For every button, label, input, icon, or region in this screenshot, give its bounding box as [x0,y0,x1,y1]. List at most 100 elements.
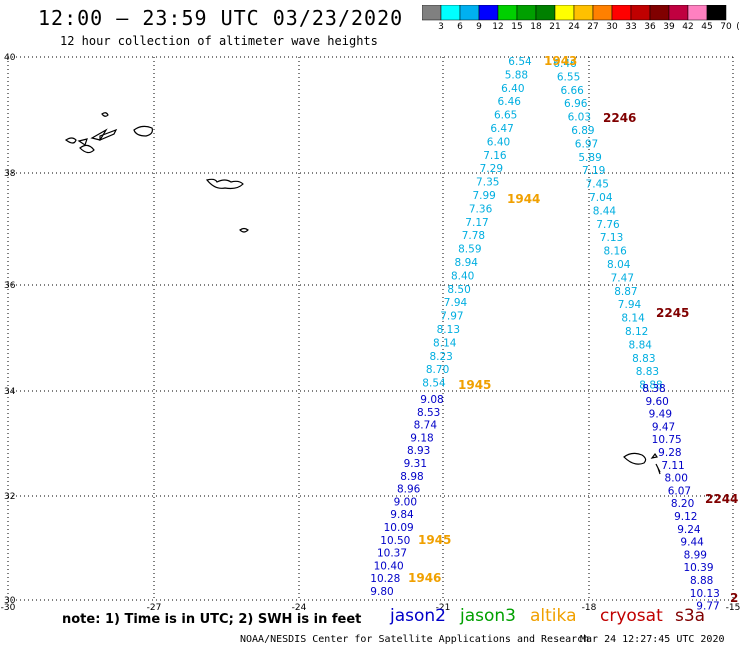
island-desertas [655,463,661,475]
wave-height-value: 6.54 [508,56,532,68]
longitude-labels: -30 -27 -24 -21 -18 -15 [1,603,740,613]
wave-height-value: 8.00 [665,473,688,485]
track-time-labels: 1943 1944 1945 1945 1946 2246 2245 2244 2 [408,54,738,605]
satellite-legend-item: s3a [675,606,706,626]
altimeter-tracks: 6.545.886.406.466.656.476.407.167.297.35… [370,56,720,613]
island-corvo [77,138,88,146]
wave-height-value: 7.17 [465,217,488,229]
wave-height-value: 10.28 [370,573,400,585]
island-porto-santo [650,452,658,459]
colorbar-label: 45 [701,22,713,32]
wave-height-value: 5.88 [505,69,528,81]
wave-height-value: 9.84 [390,509,414,521]
wave-height-value: 9.12 [674,511,697,523]
wave-height-value: 7.94 [444,297,468,309]
wave-height-value: 9.44 [680,537,704,549]
wave-height-value: 6.46 [553,58,577,70]
wave-height-value: 10.75 [652,434,682,446]
wave-height-value: 7.99 [472,190,495,202]
latitude-label: 30 [4,596,16,606]
wave-height-value: 6.89 [571,125,594,137]
wave-height-value: 8.83 [632,353,655,365]
island-santa-maria [239,227,249,233]
island-sao-jorge [99,128,118,141]
wave-height-value: 6.65 [494,110,517,122]
wave-height-value: 7.45 [586,179,609,191]
colorbar-label: (ft) [736,22,740,32]
track-time-label: 1943 [544,54,577,68]
longitude-label: -27 [147,603,162,613]
longitude-label: -15 [726,603,740,613]
colorbar-label: 30 [606,22,618,32]
wave-height-value: 8.99 [684,549,707,561]
wave-height-value: 8.53 [417,407,440,419]
wave-height-value: 9.49 [649,409,672,421]
wave-height-value: 8.16 [603,246,627,258]
colorbar-label: 39 [663,22,675,32]
wave-height-colorbar [422,5,727,21]
wave-height-value: 10.37 [377,548,407,560]
island-sao-miguel [205,178,244,190]
wave-height-value: 7.47 [611,272,634,284]
colorbar-label: 42 [682,22,694,32]
colorbar-label: 15 [511,22,523,32]
wave-height-value: 8.93 [407,445,430,457]
satellite-legend-item: jason2 [390,606,446,626]
colorbar-label: 3 [438,22,444,32]
wave-height-value: 9.77 [696,601,719,613]
track-time-label: 2 [730,591,738,605]
latitude-label: 36 [4,281,16,291]
wave-height-value: 8.14 [621,313,645,325]
latitude-labels: 40 38 36 34 32 30 [4,53,16,606]
wave-height-value: 8.88 [690,575,713,587]
colorbar-label: 33 [625,22,637,32]
wave-height-value: 7.76 [596,219,620,231]
wave-height-value: 7.35 [476,177,499,189]
island-terceira [133,125,153,137]
colorbar-label: 21 [549,22,561,32]
wave-height-value: 8.59 [458,244,481,256]
wave-height-value: 9.00 [394,496,417,508]
track-time-label: 2246 [603,111,636,125]
wave-height-value: 6.55 [557,71,580,83]
island-flores [64,137,77,144]
wave-height-value: 8.98 [400,471,423,483]
wave-height-value: 6.40 [487,136,510,148]
wave-height-value: 5.89 [578,152,601,164]
wave-height-value: 7.13 [600,232,623,244]
wave-height-value: 9.60 [645,396,668,408]
map-subtitle: 12 hour collection of altimeter wave hei… [60,34,378,48]
latitude-label: 40 [4,53,16,63]
wave-height-value: 6.96 [564,98,588,110]
wave-height-value: 8.40 [451,270,474,282]
wave-height-value: 9.47 [652,421,675,433]
colorbar-label: 24 [568,22,580,32]
colorbar-label: 9 [476,22,482,32]
wave-height-value: 7.29 [480,163,503,175]
wave-height-value: 10.09 [384,522,414,534]
wave-height-value: 9.24 [677,524,701,536]
colorbar-label: 27 [587,22,599,32]
track-time-label: 1945 [418,533,451,547]
island-faial [79,144,95,154]
longitude-label: -18 [582,603,597,613]
wave-height-value: 8.04 [607,259,631,271]
track-time-label: 2245 [656,306,689,320]
colorbar-label: 36 [644,22,656,32]
colorbar-label: 6 [457,22,463,32]
wave-height-value: 10.13 [690,588,720,600]
wave-height-value: 8.44 [593,205,617,217]
wave-height-value: 9.08 [420,394,443,406]
wave-height-value: 8.94 [455,257,479,269]
wave-height-value: 8.38 [642,383,665,395]
wave-height-value: 6.66 [560,85,584,97]
wave-height-value: 10.39 [683,562,713,574]
island-madeira [623,452,647,465]
track-time-label: 1946 [408,571,441,585]
island-graciosa [101,112,109,117]
wave-height-value: 7.04 [589,192,613,204]
wave-height-value: 6.97 [575,138,598,150]
wave-height-value: 9.31 [404,458,427,470]
wave-height-value: 6.47 [490,123,513,135]
wave-height-value: 9.80 [370,586,393,598]
